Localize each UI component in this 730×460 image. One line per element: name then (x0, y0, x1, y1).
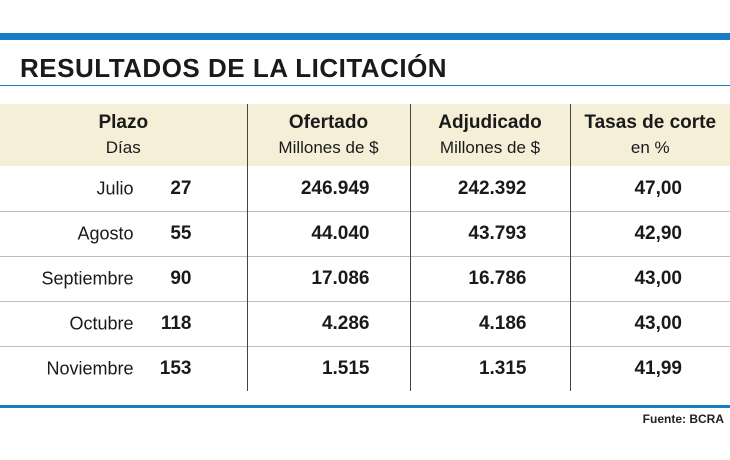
table-row: Octubre 118 4.286 4.186 43,00 (0, 300, 730, 346)
days-value: 118 (160, 312, 192, 334)
month-label: Noviembre (46, 358, 134, 379)
title-underline-rule (0, 85, 730, 86)
source-note: Fuente: BCRA (642, 412, 724, 426)
plazo-cell: Noviembre 153 (0, 345, 247, 391)
header-row: Plazo Días Ofertado Millones de $ Adjudi… (0, 104, 730, 166)
plazo-cell: Octubre 118 (0, 300, 247, 346)
header-tasas: Tasas de corte en % (569, 104, 730, 166)
adjudicado-value: 43.793 (409, 210, 570, 256)
days-value: 90 (170, 267, 192, 289)
tasa-value: 43,00 (569, 300, 730, 346)
table-row: Agosto 55 44.040 43.793 42,90 (0, 210, 730, 256)
header-tasas-sublabel: en % (630, 137, 670, 157)
tasa-value: 42,90 (569, 210, 730, 256)
days-value: 27 (170, 177, 192, 199)
table-body: Julio 27 246.949 242.392 47,00 Agosto 55… (0, 165, 730, 391)
table-title: RESULTADOS DE LA LICITACIÓN (20, 53, 448, 83)
ofertado-value: 246.949 (246, 165, 410, 211)
header-plazo: Plazo Días (0, 104, 247, 166)
table-header: Plazo Días Ofertado Millones de $ Adjudi… (0, 104, 730, 166)
ofertado-value: 1.515 (246, 345, 410, 391)
header-adjudicado-label: Adjudicado (438, 111, 542, 133)
bottom-accent-rule (0, 405, 730, 408)
header-ofertado-sublabel: Millones de $ (278, 137, 379, 157)
results-table: Plazo Días Ofertado Millones de $ Adjudi… (0, 104, 730, 391)
header-tasas-label: Tasas de corte (584, 111, 717, 133)
month-label: Agosto (77, 223, 134, 243)
adjudicado-value: 16.786 (409, 255, 570, 301)
days-value: 55 (170, 222, 192, 244)
header-ofertado-label: Ofertado (288, 111, 369, 133)
header-adjudicado: Adjudicado Millones de $ (409, 104, 570, 166)
header-plazo-label: Plazo (98, 111, 149, 133)
tasa-value: 41,99 (569, 345, 730, 391)
plazo-cell: Julio 27 (0, 165, 247, 211)
plazo-cell: Septiembre 90 (0, 255, 247, 301)
header-adjudicado-sublabel: Millones de $ (439, 137, 541, 157)
table-row: Noviembre 153 1.515 1.315 41,99 (0, 345, 730, 391)
adjudicado-value: 1.315 (409, 345, 570, 391)
month-label: Julio (96, 178, 134, 198)
ofertado-value: 44.040 (246, 210, 410, 256)
top-accent-rule (0, 33, 730, 40)
ofertado-value: 4.286 (246, 300, 410, 346)
header-plazo-sublabel: Días (105, 137, 141, 157)
adjudicado-value: 4.186 (409, 300, 570, 346)
month-label: Octubre (69, 313, 134, 333)
ofertado-value: 17.086 (246, 255, 410, 301)
adjudicado-value: 242.392 (409, 165, 570, 211)
table-row: Septiembre 90 17.086 16.786 43,00 (0, 255, 730, 301)
tasa-value: 47,00 (569, 165, 730, 211)
month-label: Septiembre (41, 268, 134, 288)
header-ofertado: Ofertado Millones de $ (246, 104, 410, 166)
tasa-value: 43,00 (569, 255, 730, 301)
plazo-cell: Agosto 55 (0, 210, 247, 256)
table-row: Julio 27 246.949 242.392 47,00 (0, 165, 730, 211)
days-value: 153 (159, 357, 192, 379)
